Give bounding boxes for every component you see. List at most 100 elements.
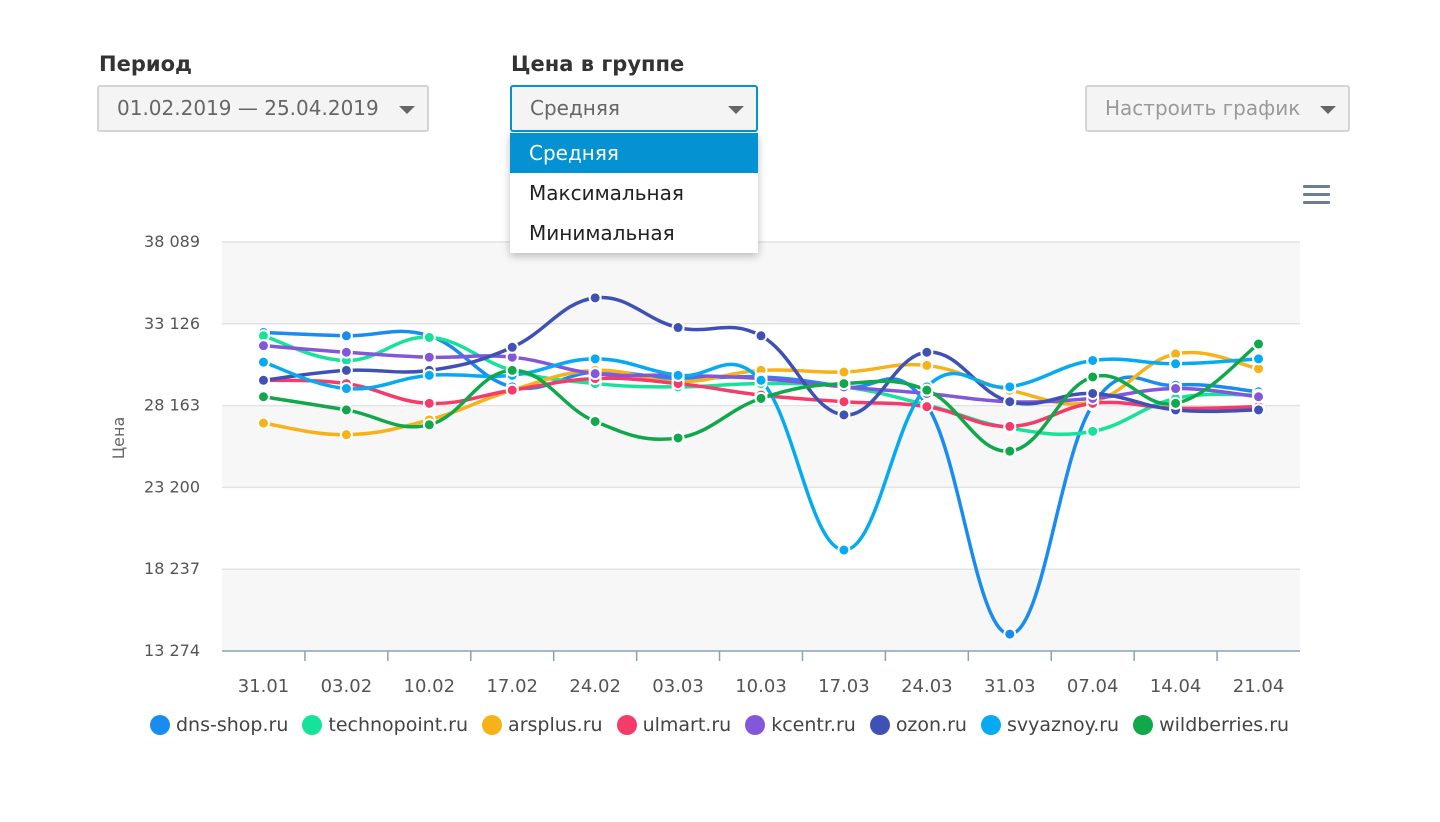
y-tick-label: 13 274 — [144, 641, 200, 660]
data-point — [1003, 380, 1017, 394]
price-option-max[interactable]: Максимальная — [529, 181, 684, 205]
plot-band — [222, 242, 1300, 324]
legend-item[interactable]: kcentr.ru — [745, 714, 856, 736]
x-tick-label: 14.04 — [1150, 676, 1202, 697]
y-axis-title: Цена — [109, 417, 128, 460]
data-point — [671, 368, 685, 382]
data-point — [422, 330, 436, 344]
data-point — [837, 365, 851, 379]
legend-item[interactable]: svyaznoy.ru — [980, 714, 1120, 736]
chart-menu-icon[interactable] — [1303, 185, 1330, 205]
data-point — [837, 543, 851, 557]
data-point — [422, 418, 436, 432]
data-point — [920, 383, 934, 397]
series-line — [262, 357, 1259, 552]
data-point — [339, 382, 353, 396]
data-point — [754, 391, 768, 405]
y-tick-label: 38 089 — [144, 232, 200, 251]
series-points — [256, 291, 1266, 641]
data-point — [920, 345, 934, 359]
data-point — [754, 329, 768, 343]
y-tick-label: 33 126 — [144, 314, 200, 333]
data-point — [1003, 419, 1017, 433]
chevron-down-icon — [1320, 106, 1336, 114]
legend-item[interactable]: ulmart.ru — [616, 714, 732, 736]
data-point — [256, 339, 270, 353]
legend-item[interactable]: ozon.ru — [869, 714, 967, 736]
legend-label: kcentr.ru — [771, 714, 856, 736]
x-axis: 31.01 03.02 10.02 17.02 24.02 03.03 10.03 17.03… — [222, 650, 1300, 697]
legend-marker-icon — [482, 715, 503, 735]
data-point — [671, 431, 685, 445]
x-tick-label: 17.03 — [818, 676, 870, 697]
plot-band — [222, 405, 1300, 488]
period-select[interactable]: 01.02.2019 — 25.04.2019 — [97, 85, 429, 132]
data-point — [1086, 386, 1100, 400]
data-point — [1169, 382, 1183, 396]
data-point — [588, 291, 602, 305]
x-tick-label: 03.03 — [652, 676, 704, 697]
data-point — [1003, 627, 1017, 641]
x-tick-label: 07.04 — [1067, 676, 1119, 697]
data-point — [1252, 337, 1266, 351]
data-point — [1086, 424, 1100, 438]
chevron-down-icon — [728, 106, 744, 114]
x-tick-label: 31.03 — [984, 676, 1036, 697]
y-axis: 38 089 33 126 28 163 23 200 18 237 13 274 — [144, 232, 200, 660]
price-option-average[interactable]: Средняя — [510, 133, 758, 173]
legend-marker-icon — [150, 715, 170, 735]
legend-marker-icon — [980, 715, 1001, 735]
data-point — [588, 352, 602, 366]
legend-item[interactable]: arsplus.ru — [482, 714, 603, 736]
price-group-select[interactable]: Средняя — [510, 85, 758, 132]
y-tick-label: 18 237 — [144, 559, 200, 578]
legend-label: svyaznoy.ru — [1006, 714, 1120, 736]
legend-marker-icon — [302, 715, 323, 735]
data-point — [422, 396, 436, 410]
legend-marker-icon — [616, 715, 637, 735]
legend-marker-icon — [745, 715, 766, 735]
data-point — [1086, 370, 1100, 384]
period-value: 01.02.2019 — 25.04.2019 — [117, 96, 379, 120]
y-tick-label: 28 163 — [144, 396, 200, 415]
data-point — [588, 414, 602, 428]
data-point — [256, 416, 270, 430]
price-group-label: Цена в группе — [511, 52, 685, 76]
x-tick-label: 17.02 — [486, 676, 538, 697]
legend-label: ozon.ru — [895, 714, 967, 736]
x-tick-label: 10.02 — [404, 676, 456, 697]
x-tick-label: 03.02 — [321, 676, 373, 697]
plot-bands — [222, 242, 1300, 651]
data-point — [1086, 353, 1100, 367]
x-tick-label: 21.04 — [1233, 676, 1285, 697]
x-tick-label: 31.01 — [238, 676, 290, 697]
data-point — [256, 373, 270, 387]
legend-label: ulmart.ru — [642, 714, 732, 736]
configure-chart-select[interactable]: Настроить график — [1085, 85, 1350, 132]
data-point — [1252, 352, 1266, 366]
price-option-min[interactable]: Минимальная — [529, 221, 675, 245]
data-point — [339, 345, 353, 359]
data-point — [256, 355, 270, 369]
data-point — [505, 363, 519, 377]
legend-label: wildberries.ru — [1159, 714, 1290, 736]
data-point — [920, 358, 934, 372]
legend-marker-icon — [1133, 715, 1154, 735]
data-point — [1003, 444, 1017, 458]
legend-item[interactable]: dns-shop.ru — [150, 714, 288, 736]
chart-legend: dns-shop.ru technopoint.ru arsplus.ru ulmar… — [150, 714, 1303, 736]
data-point — [505, 340, 519, 354]
x-tick-label: 24.02 — [569, 676, 621, 697]
data-point — [837, 408, 851, 422]
grid-lines — [222, 241, 1300, 570]
price-group-value: Средняя — [530, 96, 620, 120]
data-point — [837, 395, 851, 409]
data-point — [588, 367, 602, 381]
plot-band — [222, 569, 1300, 651]
legend-item[interactable]: technopoint.ru — [302, 714, 468, 736]
data-point — [671, 321, 685, 335]
data-point — [422, 368, 436, 382]
legend-item[interactable]: wildberries.ru — [1133, 714, 1289, 736]
data-point — [920, 400, 934, 414]
